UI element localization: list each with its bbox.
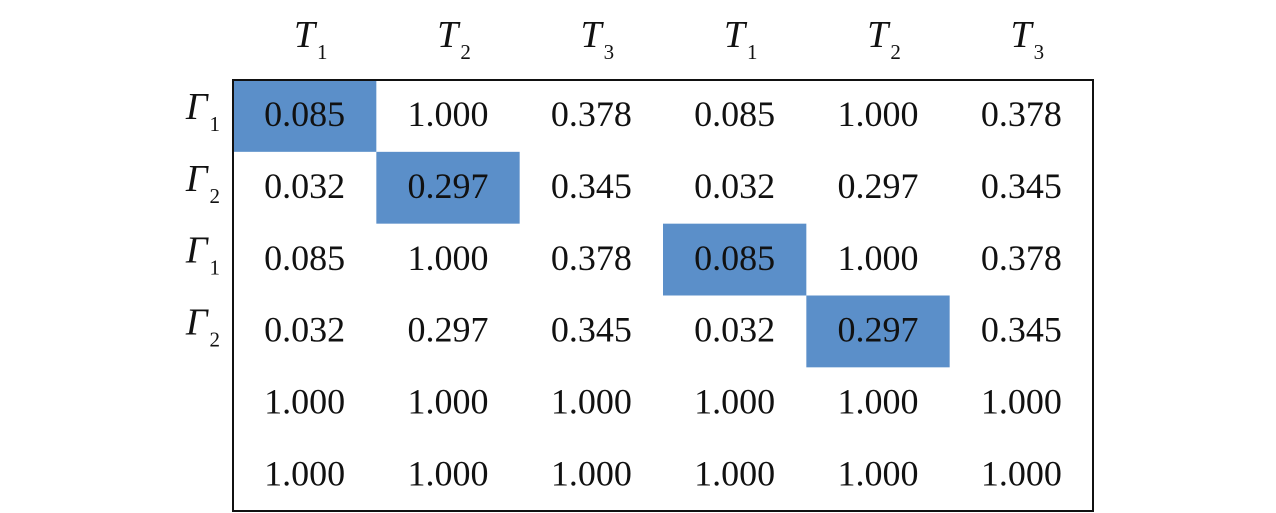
row-label: Γ2 [185, 301, 220, 351]
symbol-letter: T [867, 14, 891, 56]
cell-value: 1.000 [838, 382, 919, 422]
symbol-letter: Γ [185, 157, 209, 199]
column-header: T1 [724, 14, 758, 64]
cell-value: 1.000 [838, 453, 919, 493]
symbol-letter: T [437, 14, 461, 56]
cell-value: 0.378 [551, 238, 632, 278]
cell-value: 0.085 [694, 238, 775, 278]
symbol-subscript: 1 [747, 40, 758, 64]
cell-value: 0.032 [694, 310, 775, 350]
cell-highlight [663, 223, 807, 296]
column-header: T3 [581, 14, 615, 64]
column-header: T1 [294, 14, 328, 64]
symbol-subscript: 3 [1034, 40, 1045, 64]
cell-value: 1.000 [551, 453, 632, 493]
symbol-subscript: 2 [890, 40, 901, 64]
cell-highlight [806, 295, 950, 368]
symbol-subscript: 1 [210, 255, 221, 279]
row-label: Γ2 [185, 157, 220, 207]
symbol-letter: T [294, 14, 318, 56]
cell-value: 1.000 [694, 382, 775, 422]
cell-value: 1.000 [408, 94, 489, 134]
symbol-letter: T [1011, 14, 1035, 56]
symbol-subscript: 2 [460, 40, 471, 64]
symbol-letter: T [724, 14, 748, 56]
symbol-letter: Γ [185, 86, 209, 128]
row-label: Γ1 [185, 86, 220, 136]
cell-value: 0.085 [264, 94, 345, 134]
cell-value: 0.345 [981, 166, 1062, 206]
cell-value: 0.297 [838, 310, 919, 350]
cell-value: 1.000 [264, 453, 345, 493]
cell-value: 0.085 [264, 238, 345, 278]
symbol-subscript: 3 [604, 40, 615, 64]
cell-highlight [376, 151, 520, 224]
column-header: T2 [437, 14, 471, 64]
cell-value: 0.297 [408, 166, 489, 206]
cell-value: 1.000 [264, 382, 345, 422]
cell-value: 0.345 [551, 310, 632, 350]
cell-value: 1.000 [981, 453, 1062, 493]
cell-value: 1.000 [408, 453, 489, 493]
cell-value: 1.000 [981, 382, 1062, 422]
cell-value: 1.000 [408, 238, 489, 278]
cell-value: 0.345 [981, 310, 1062, 350]
column-header: T3 [1011, 14, 1045, 64]
cell-value: 0.378 [981, 94, 1062, 134]
cell-value: 0.032 [264, 310, 345, 350]
cell-value: 0.297 [408, 310, 489, 350]
symbol-subscript: 2 [210, 184, 221, 208]
row-label: Γ1 [185, 229, 220, 279]
symbol-subscript: 1 [317, 40, 328, 64]
cell-value: 0.378 [551, 94, 632, 134]
cell-value: 0.032 [694, 166, 775, 206]
symbol-letter: Γ [185, 301, 209, 343]
cell-value: 0.032 [264, 166, 345, 206]
cell-value: 0.378 [981, 238, 1062, 278]
cell-value: 1.000 [551, 382, 632, 422]
table-frame [232, 79, 1094, 512]
cell-value: 1.000 [408, 382, 489, 422]
column-header: T2 [867, 14, 901, 64]
cell-value: 0.345 [551, 166, 632, 206]
cell-value: 1.000 [838, 238, 919, 278]
symbol-subscript: 1 [210, 112, 221, 136]
cell-value: 0.297 [838, 166, 919, 206]
cell-value: 1.000 [838, 94, 919, 134]
cell-highlight [233, 80, 377, 152]
symbol-letter: Γ [185, 229, 209, 271]
symbol-letter: T [581, 14, 605, 56]
symbol-subscript: 2 [210, 327, 221, 351]
cell-value: 0.085 [694, 94, 775, 134]
cell-value: 1.000 [694, 453, 775, 493]
